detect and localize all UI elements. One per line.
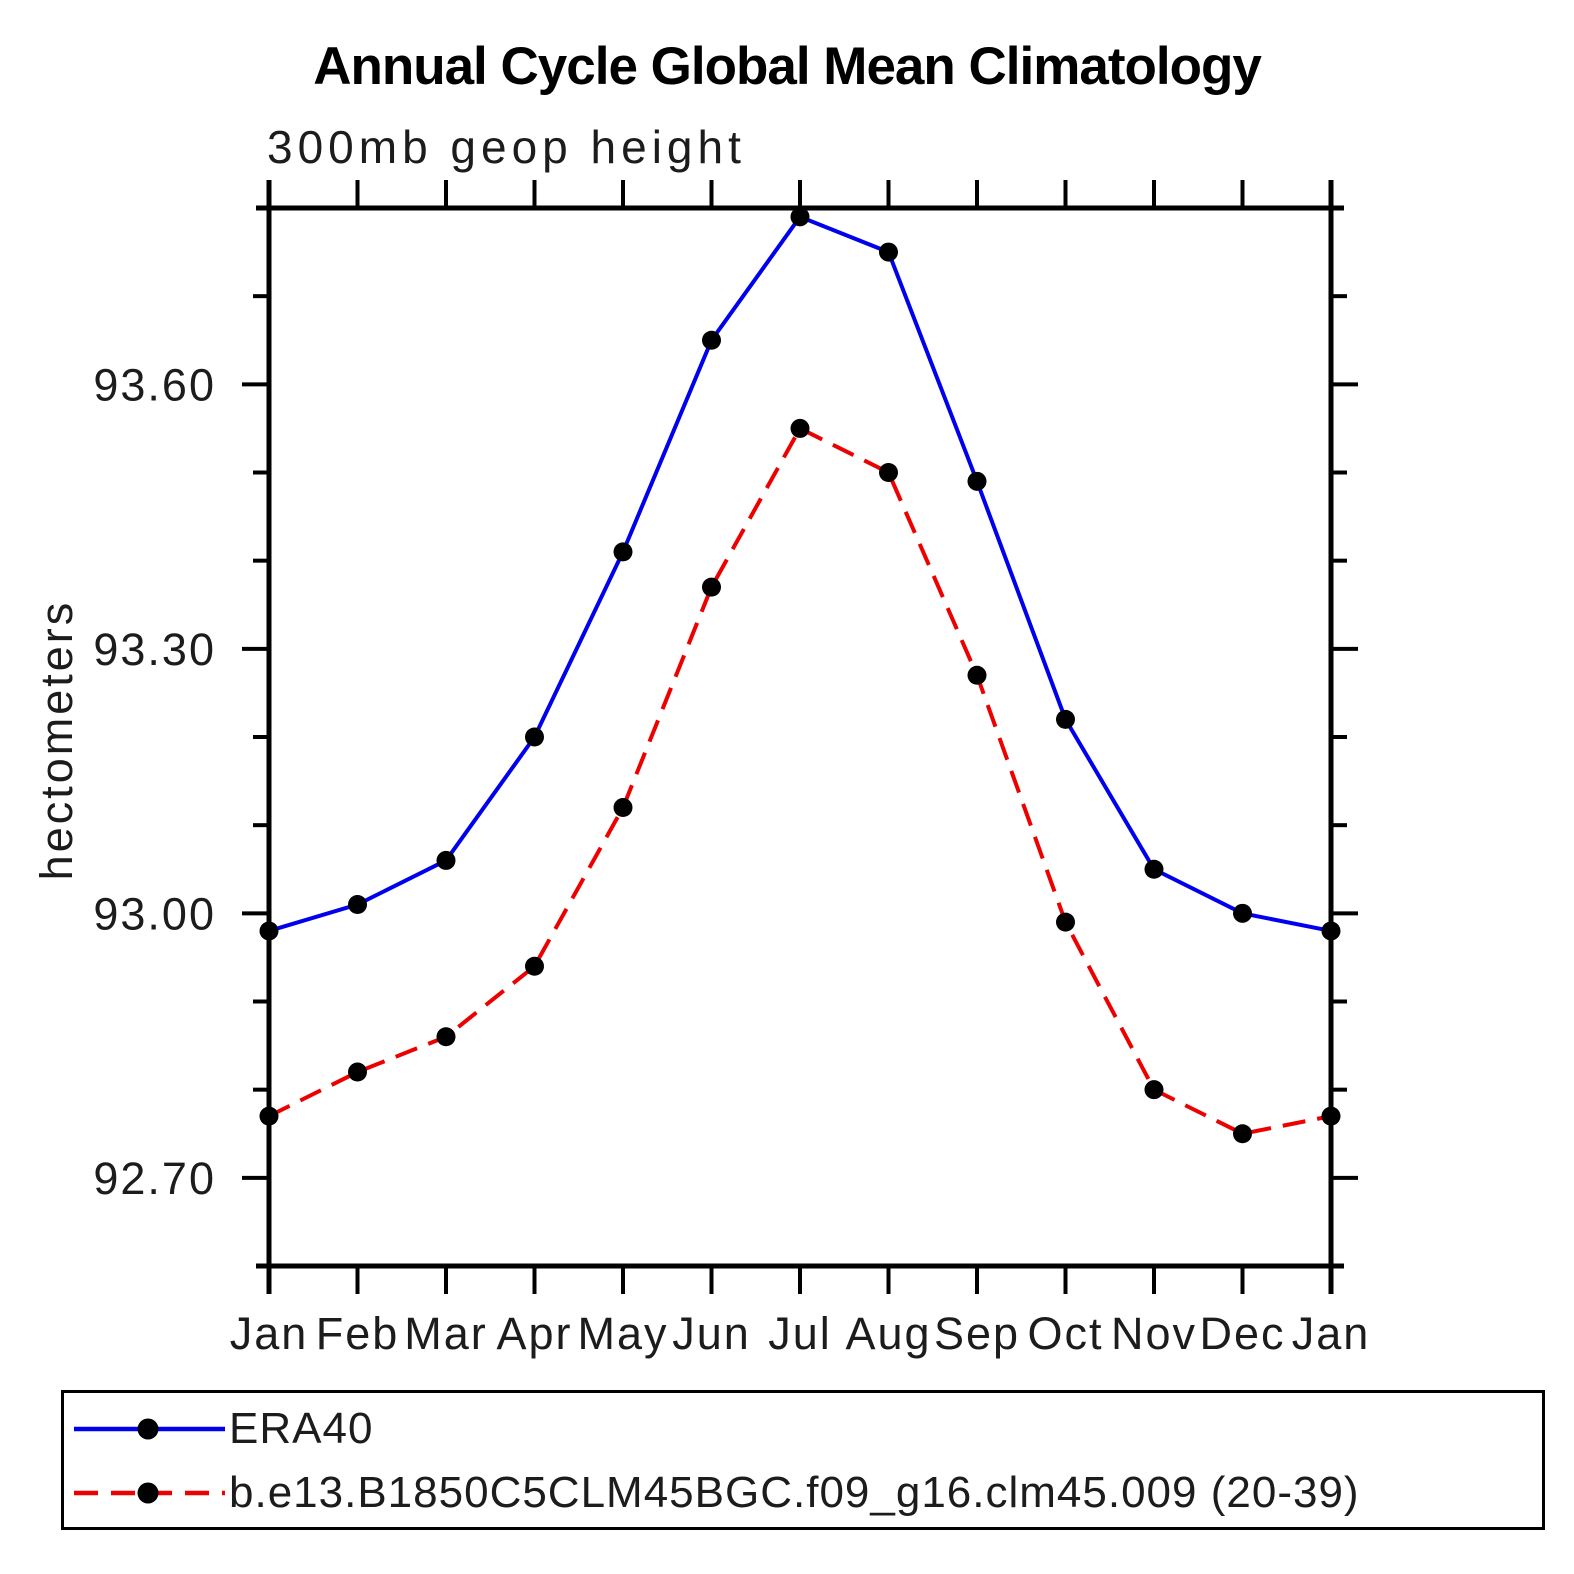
legend-item-model: b.e13.B1850C5CLM45BGC.f09_g16.clm45.009 … (70, 1468, 1360, 1517)
legend-marker-dot (137, 1418, 159, 1440)
data-point-marker (702, 577, 721, 597)
series-line-era40 (268, 214, 1332, 933)
x-tick-label: Jan (230, 1308, 309, 1359)
legend-item-era40: ERA40 (70, 1404, 374, 1453)
data-point-marker (1321, 921, 1341, 941)
x-tick-label: Jan (1292, 1308, 1371, 1359)
data-point-marker (702, 330, 721, 350)
data-point-marker (259, 921, 279, 941)
chart-title: Annual Cycle Global Mean Climatology (313, 37, 1262, 96)
data-point-marker (1233, 1124, 1252, 1144)
legend-solid-line-icon (74, 1418, 225, 1440)
legend-label-model: b.e13.B1850C5CLM45BGC.f09_g16.clm45.009 … (229, 1468, 1360, 1517)
x-tick-label: Dec (1199, 1308, 1285, 1359)
chart-subtitle: 300mb geop height (267, 121, 746, 173)
data-point-marker (879, 463, 898, 482)
data-point-marker (1321, 1106, 1341, 1126)
data-point-marker (525, 727, 544, 747)
data-point-marker (1056, 912, 1075, 932)
data-point-marker (525, 956, 544, 976)
x-tick-label: Jun (672, 1308, 751, 1359)
data-point-marker (967, 665, 987, 685)
x-tick-label: Nov (1111, 1308, 1197, 1359)
x-tick-label: Oct (1027, 1308, 1103, 1359)
data-point-marker (348, 895, 367, 915)
x-tick-label: May (577, 1308, 668, 1359)
data-point-marker (436, 1027, 456, 1047)
x-tick-label: Aug (845, 1308, 931, 1359)
series-layer (259, 207, 1341, 1144)
x-tick-label: Apr (496, 1308, 572, 1359)
x-tick-label: Sep (934, 1308, 1020, 1359)
series-line-model (268, 425, 1332, 1136)
data-point-marker (1233, 903, 1252, 923)
y-tick-label: 93.60 (93, 359, 216, 410)
legend-marker-dot (137, 1482, 159, 1504)
y-tick-label: 92.70 (93, 1153, 216, 1204)
data-point-marker (1056, 709, 1075, 729)
y-tick-label: 93.30 (93, 624, 216, 675)
legend-label-era40: ERA40 (229, 1404, 374, 1453)
legend: ERA40 b.e13.B1850C5CLM45BGC.f09_g16.clm4… (61, 1390, 1545, 1530)
axes-layer (242, 180, 1358, 1294)
x-tick-label: Feb (316, 1308, 400, 1359)
data-point-marker (613, 798, 633, 818)
data-point-marker (967, 471, 987, 491)
data-point-marker (790, 418, 810, 438)
x-tick-label: Jul (768, 1308, 832, 1359)
data-point-marker (259, 1106, 279, 1126)
data-point-marker (348, 1062, 367, 1082)
data-point-marker (613, 542, 633, 562)
data-point-marker (879, 242, 898, 262)
legend-dashed-line-icon (74, 1482, 225, 1504)
data-point-marker (1144, 859, 1164, 879)
data-point-marker (790, 207, 810, 227)
x-tick-label: Mar (404, 1308, 488, 1359)
data-point-marker (1144, 1080, 1164, 1100)
y-tick-label: 93.00 (93, 888, 216, 939)
data-point-marker (436, 850, 456, 870)
